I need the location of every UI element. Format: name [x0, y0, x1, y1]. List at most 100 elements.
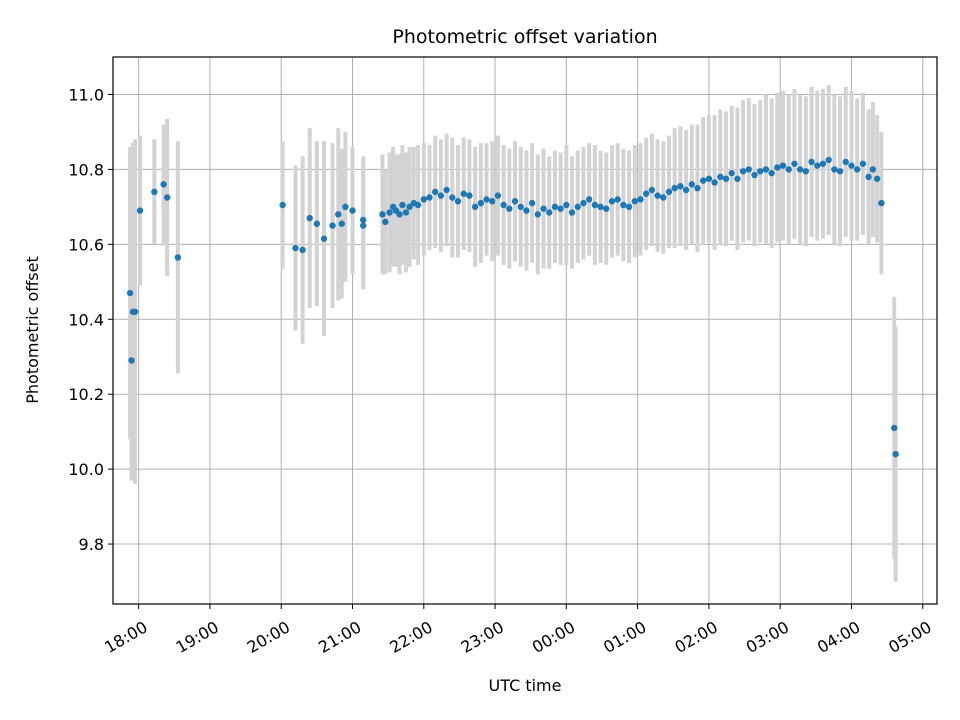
data-point	[443, 186, 450, 194]
data-point	[335, 211, 342, 218]
data-point	[580, 199, 587, 207]
data-point	[614, 196, 621, 203]
data-point	[597, 203, 604, 211]
data-point	[660, 194, 667, 201]
data-point	[151, 188, 158, 196]
data-point	[500, 201, 507, 209]
data-point	[471, 203, 479, 211]
data-point	[431, 188, 439, 196]
data-point	[734, 175, 741, 182]
data-point	[460, 190, 467, 197]
data-point	[648, 186, 656, 194]
data-point	[399, 201, 406, 209]
data-point	[299, 246, 306, 254]
data-point	[449, 194, 456, 201]
data-point	[757, 168, 764, 175]
data-point	[892, 450, 899, 458]
data-point	[557, 205, 564, 212]
data-point	[523, 207, 530, 214]
data-point	[825, 156, 832, 164]
y-tick-label: 11.0	[68, 85, 104, 104]
data-point	[665, 188, 673, 196]
data-point	[637, 196, 644, 203]
data-point	[631, 198, 638, 205]
data-point	[891, 424, 898, 432]
data-point	[625, 203, 633, 211]
data-point	[174, 254, 182, 261]
data-point	[785, 166, 792, 173]
data-point	[359, 216, 367, 224]
data-point	[313, 220, 321, 227]
data-point	[774, 164, 781, 171]
data-point	[751, 171, 758, 179]
data-point	[722, 175, 730, 182]
data-point	[342, 203, 349, 211]
data-point	[717, 173, 724, 181]
data-point	[349, 207, 356, 214]
data-point	[848, 162, 855, 169]
data-point	[585, 196, 593, 203]
x-axis-label: UTC time	[489, 676, 562, 695]
data-point	[603, 205, 610, 212]
data-point	[402, 209, 410, 216]
data-point	[869, 166, 877, 173]
data-point	[359, 222, 367, 229]
data-point	[528, 199, 536, 207]
data-point	[745, 166, 753, 173]
data-point	[873, 175, 881, 182]
data-point	[779, 162, 787, 169]
y-tick-label: 10.0	[68, 460, 104, 479]
data-point	[654, 192, 661, 199]
data-point	[306, 214, 313, 222]
data-point	[506, 205, 513, 212]
data-point	[292, 244, 299, 252]
data-point	[859, 160, 867, 167]
data-point	[739, 168, 747, 175]
data-point	[386, 209, 393, 216]
data-point	[426, 194, 433, 201]
data-point	[591, 201, 599, 209]
data-point	[414, 201, 422, 209]
data-point	[728, 169, 735, 177]
data-point	[853, 166, 861, 173]
data-point	[437, 192, 445, 199]
data-point	[642, 190, 650, 197]
data-point	[136, 207, 144, 214]
data-point	[379, 211, 386, 218]
y-axis-ticks: 9.8 10.0 10.2 10.4 10.6 10.8 11.0	[68, 85, 113, 554]
data-point	[163, 194, 171, 201]
data-point	[608, 198, 616, 205]
data-point	[489, 198, 496, 205]
data-point	[574, 203, 581, 211]
y-tick-label: 10.4	[68, 310, 104, 329]
data-point	[320, 235, 328, 242]
data-point	[831, 166, 838, 173]
data-point	[762, 166, 770, 173]
y-tick-label: 9.8	[79, 535, 104, 554]
data-point	[819, 160, 827, 167]
data-point	[382, 218, 389, 226]
data-point	[620, 201, 627, 209]
data-point	[842, 158, 849, 166]
data-point	[705, 175, 713, 182]
chart-title: Photometric offset variation	[392, 26, 657, 48]
data-point	[494, 192, 502, 199]
data-point	[517, 203, 524, 211]
data-point	[396, 211, 403, 218]
data-point	[477, 199, 485, 207]
data-point	[160, 181, 167, 188]
data-point	[671, 184, 678, 192]
data-point	[466, 192, 473, 199]
data-point	[865, 173, 872, 181]
data-point	[677, 183, 684, 190]
plot-frame	[112, 56, 938, 605]
data-point	[546, 209, 553, 216]
data-point	[814, 162, 821, 169]
data-point	[420, 196, 427, 203]
data-point	[694, 184, 701, 192]
data-point	[700, 177, 707, 184]
data-point	[682, 186, 690, 194]
data-point	[128, 357, 135, 364]
data-point	[483, 196, 490, 203]
